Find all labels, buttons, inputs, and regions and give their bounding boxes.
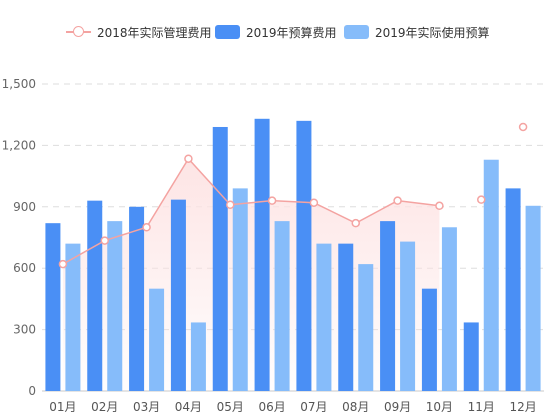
y-tick-label: 600 [13,261,36,275]
bar-series-1 [254,118,270,391]
line-point [518,122,528,132]
x-tick-label: 05月 [217,400,244,414]
x-tick-label: 04月 [175,400,202,414]
line-point [184,154,193,163]
x-tick-label: 01月 [49,400,76,414]
bar-series-2 [316,243,332,391]
legend-bar-swatch [344,25,369,39]
x-tick-label: 12月 [509,400,536,414]
line-point [267,196,277,205]
bar-series-1 [463,322,479,391]
x-tick-label: 02月 [91,400,118,414]
x-tick-label: 10月 [426,400,453,414]
line-point [309,198,319,207]
bar-series-2 [65,243,81,391]
line-point [393,196,402,205]
legend-item-2018-actual[interactable]: 2018年实际管理费用 [66,22,212,42]
x-tick-label: 08月 [342,400,369,414]
bar-series-2 [400,241,416,391]
bar-series-1 [87,200,103,391]
legend-bar-swatch [215,25,240,39]
bar-series-2 [274,221,290,391]
legend-line-swatch [66,25,91,39]
bar-series-1 [45,223,61,391]
legend-label-2018-actual: 2018年实际管理费用 [97,25,212,40]
bar-series-2 [190,322,206,391]
bar-series-2 [107,221,123,391]
bar-series-1 [129,206,145,391]
legend-label-2019-used: 2019年实际使用预算 [375,25,490,40]
bar-series-1 [505,188,521,391]
line-point [142,223,151,232]
x-tick-label: 06月 [258,400,285,414]
line-point [435,201,444,211]
legend-item-2019-used[interactable]: 2019年实际使用预算 [344,22,490,42]
x-tick-label: 11月 [468,400,495,414]
x-tick-label: 03月 [133,400,160,414]
bar-series-1 [296,120,312,391]
bar-series-2 [483,159,499,391]
line-series-2018-actual [62,157,440,265]
line-point [100,236,109,245]
y-tick-label: 900 [13,200,36,214]
bar-series-1 [338,243,354,391]
y-tick-label: 0 [28,384,36,398]
legend-label-2019-budget: 2019年预算费用 [246,25,337,40]
bar-series-1 [421,288,437,391]
y-tick-label: 300 [13,323,36,337]
bar-series-2 [358,264,374,391]
y-tick-label: 1,200 [2,138,36,152]
line-point [477,195,486,204]
bar-series-1 [380,221,396,391]
bar-series-2 [441,227,457,391]
line-point [226,200,235,210]
legend: 2018年实际管理费用 2019年预算费用 2019年实际使用预算 [0,22,550,42]
y-tick-label: 1,500 [2,77,36,91]
line-point [351,218,360,228]
line-point [58,259,68,269]
bar-series-1 [170,199,186,391]
legend-item-2019-budget[interactable]: 2019年预算费用 [215,22,337,42]
bar-series-2 [232,188,248,391]
x-tick-label: 09月 [384,400,411,414]
bar-series-2 [149,288,165,391]
bar-series-1 [212,126,228,391]
x-tick-label: 07月 [300,400,327,414]
bar-series-2 [525,205,541,391]
